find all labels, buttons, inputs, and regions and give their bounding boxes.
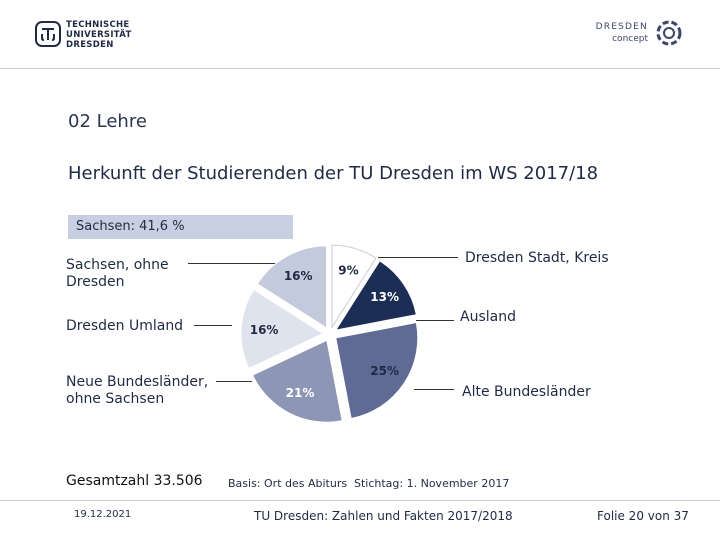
pie-slice-label: 21% [286, 386, 315, 400]
pie-slice-label: 16% [250, 323, 279, 337]
label-dresden-stadt: Dresden Stadt, Kreis [465, 250, 609, 266]
footer-slide-number: Folie 20 von 37 [597, 509, 689, 523]
page-title: Herkunft der Studierenden der TU Dresden… [68, 163, 599, 184]
pie-slice [331, 244, 377, 329]
label-dresden-umland: Dresden Umland [66, 318, 184, 334]
leader-line [416, 320, 454, 321]
pie-slice-label: 9% [338, 264, 358, 278]
pie-slice-label: 13% [370, 290, 399, 304]
tud-logo-line: DRESDEN [66, 40, 114, 50]
pie-slice-label: 16% [284, 269, 313, 283]
dc-logo-line2: concept [612, 34, 648, 44]
pie-slice-label: 25% [370, 364, 399, 378]
sachsen-total-bar [68, 215, 293, 239]
header-divider [0, 68, 720, 69]
dc-ring-icon [656, 20, 682, 46]
label-ausland: Ausland [460, 309, 516, 325]
leader-line [378, 257, 458, 258]
sachsen-total-label: Sachsen: 41,6 % [76, 219, 185, 234]
leader-line [414, 389, 454, 390]
leader-line [188, 263, 276, 264]
tu-dresden-logo: TECHNISCHE UNIVERSITÄT DRESDEN [34, 18, 154, 54]
pie-slice [256, 245, 328, 329]
pie-slice [251, 339, 343, 423]
dresden-concept-logo: DRESDEN concept [596, 18, 686, 50]
footer-source: TU Dresden: Zahlen und Fakten 2017/2018 [254, 509, 513, 523]
leader-line [216, 381, 252, 382]
pie-slice [335, 321, 419, 420]
tud-logo-line: TECHNISCHE [66, 20, 130, 30]
label-sachsen-ohne-dresden: Sachsen, ohne Dresden [66, 257, 169, 290]
tud-logo-line: UNIVERSITÄT [66, 30, 132, 40]
leader-line [194, 325, 232, 326]
total-count: Gesamtzahl 33.506 [66, 473, 203, 489]
tud-emblem-icon [35, 21, 61, 47]
section-heading: 02 Lehre [68, 111, 147, 132]
basis-note: Basis: Ort des Abiturs [228, 477, 348, 490]
footer-date: 19.12.2021 [74, 509, 132, 520]
dc-logo-line1: DRESDEN [595, 22, 648, 32]
label-alte-bundeslaender: Alte Bundesländer [462, 384, 591, 400]
stichtag-note: Stichtag: 1. November 2017 [354, 477, 510, 490]
pie-slice [334, 260, 417, 331]
pie-slice [240, 288, 325, 370]
footer-divider [0, 500, 720, 501]
label-neue-bundeslaender: Neue Bundesländer, ohne Sachsen [66, 374, 209, 407]
